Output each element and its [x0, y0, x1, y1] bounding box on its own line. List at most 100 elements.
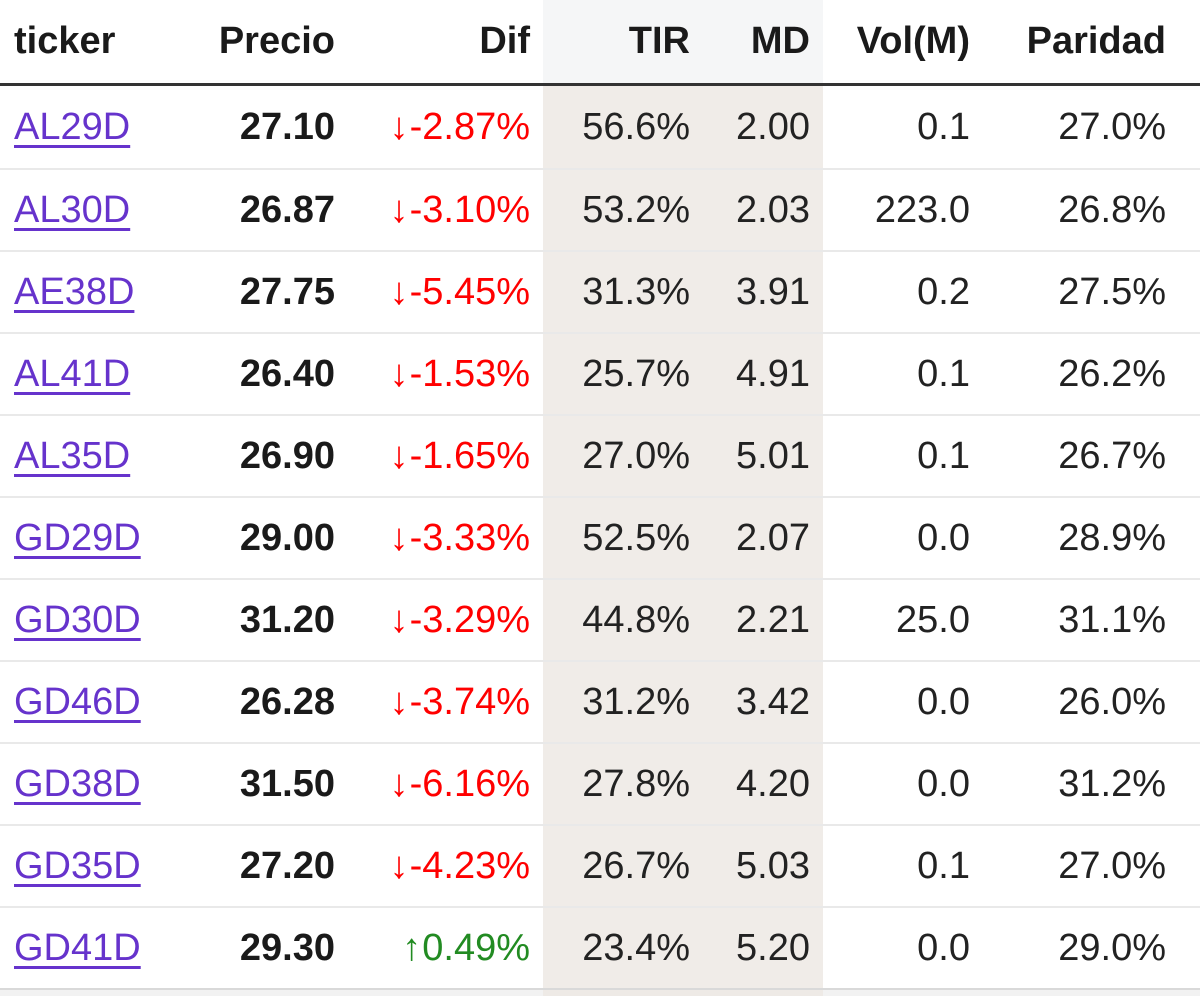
table-row: AE38D 27.75 ↓ -5.45% 31.3% 3.91 0.2 27.5% [0, 250, 1200, 332]
table-header-row: ticker Precio Dif TIR MD Vol(M) Paridad [0, 0, 1200, 86]
dif-value: ↓ -3.33% [389, 516, 530, 559]
md-value: 5.01 [703, 416, 823, 496]
tir-value: 56.6% [543, 86, 703, 168]
precio-value: 27.10 [239, 105, 335, 148]
tir-value: 53.2% [543, 170, 703, 250]
dif-value: ↓ -6.16% [389, 762, 530, 805]
table-row: GD38D 31.50 ↓ -6.16% 27.8% 4.20 0.0 31.2% [0, 742, 1200, 824]
tir-value: 27.0% [543, 416, 703, 496]
precio-value: 29.00 [239, 516, 335, 559]
precio-value: 31.20 [239, 598, 335, 641]
tir-value: 23.4% [543, 908, 703, 988]
dif-value: ↓ -3.74% [389, 680, 530, 723]
precio-value: 29.30 [239, 926, 335, 969]
precio-value: 27.75 [239, 270, 335, 313]
arrow-down-icon: ↓ [389, 352, 409, 395]
column-header-md: MD [703, 0, 823, 83]
ticker-link[interactable]: AL41D [14, 352, 131, 395]
paridad-value: 31.2% [1058, 762, 1166, 805]
dif-value: ↓ -5.45% [389, 270, 530, 313]
table-row: AL29D 27.10 ↓ -2.87% 56.6% 2.00 0.1 27.0% [0, 86, 1200, 168]
dif-value: ↓ -4.23% [389, 844, 530, 887]
md-value: 2.07 [703, 498, 823, 578]
paridad-value: 26.0% [1058, 680, 1166, 723]
table-row: GD46D 26.28 ↓ -3.74% 31.2% 3.42 0.0 26.0% [0, 660, 1200, 742]
arrow-down-icon: ↓ [389, 516, 409, 559]
vol-value: 0.1 [917, 352, 970, 395]
dif-value: ↓ -3.29% [389, 598, 530, 641]
paridad-value: 26.2% [1058, 352, 1166, 395]
arrow-up-icon: ↑ [402, 926, 422, 969]
paridad-value: 29.0% [1058, 926, 1166, 969]
precio-value: 26.40 [239, 352, 335, 395]
tir-value: 31.2% [543, 662, 703, 742]
dif-value: ↓ -2.87% [389, 105, 530, 148]
column-header-ticker: ticker [14, 20, 116, 62]
md-value: 5.03 [703, 826, 823, 906]
vol-value: 0.1 [917, 434, 970, 477]
table-row: GD41D 29.30 ↑ 0.49% 23.4% 5.20 0.0 29.0% [0, 906, 1200, 988]
arrow-down-icon: ↓ [389, 188, 409, 231]
ticker-link[interactable]: AL29D [14, 105, 131, 148]
table-body: AL29D 27.10 ↓ -2.87% 56.6% 2.00 0.1 27.0%… [0, 86, 1200, 988]
arrow-down-icon: ↓ [389, 105, 409, 148]
precio-value: 31.50 [239, 762, 335, 805]
vol-value: 0.1 [917, 105, 970, 148]
table-row: AL35D 26.90 ↓ -1.65% 27.0% 5.01 0.1 26.7% [0, 414, 1200, 496]
paridad-value: 27.0% [1058, 105, 1166, 148]
md-value: 3.42 [703, 662, 823, 742]
paridad-value: 27.5% [1058, 270, 1166, 313]
arrow-down-icon: ↓ [389, 270, 409, 313]
table-row: GD35D 27.20 ↓ -4.23% 26.7% 5.03 0.1 27.0% [0, 824, 1200, 906]
md-value: 4.91 [703, 334, 823, 414]
precio-value: 26.87 [239, 188, 335, 231]
ticker-link[interactable]: AE38D [14, 270, 135, 313]
vol-value: 0.0 [917, 516, 970, 559]
table-row: GD29D 29.00 ↓ -3.33% 52.5% 2.07 0.0 28.9% [0, 496, 1200, 578]
md-value: 2.03 [703, 170, 823, 250]
tir-value: 44.8% [543, 580, 703, 660]
tir-value: 31.3% [543, 252, 703, 332]
dif-value: ↑ 0.49% [402, 926, 530, 969]
md-value: 2.00 [703, 86, 823, 168]
vol-value: 0.2 [917, 270, 970, 313]
table-row: AL30D 26.87 ↓ -3.10% 53.2% 2.03 223.0 26.… [0, 168, 1200, 250]
tir-value: 27.8% [543, 744, 703, 824]
table-row: AL41D 26.40 ↓ -1.53% 25.7% 4.91 0.1 26.2% [0, 332, 1200, 414]
ticker-link[interactable]: GD38D [14, 762, 141, 805]
md-value: 2.21 [703, 580, 823, 660]
ticker-link[interactable]: AL30D [14, 188, 131, 231]
arrow-down-icon: ↓ [389, 434, 409, 477]
paridad-value: 27.0% [1058, 844, 1166, 887]
dif-value: ↓ -1.53% [389, 352, 530, 395]
ticker-link[interactable]: GD29D [14, 516, 141, 559]
column-header-vol: Vol(M) [856, 20, 970, 62]
paridad-value: 26.7% [1058, 434, 1166, 477]
dif-value: ↓ -3.10% [389, 188, 530, 231]
arrow-down-icon: ↓ [389, 598, 409, 641]
vol-value: 0.0 [917, 680, 970, 723]
ticker-link[interactable]: GD41D [14, 926, 141, 969]
vol-value: 0.1 [917, 844, 970, 887]
ticker-link[interactable]: GD46D [14, 680, 141, 723]
md-value: 4.20 [703, 744, 823, 824]
ticker-link[interactable]: AL35D [14, 434, 131, 477]
precio-value: 26.28 [239, 680, 335, 723]
table-row: GD30D 31.20 ↓ -3.29% 44.8% 2.21 25.0 31.1… [0, 578, 1200, 660]
arrow-down-icon: ↓ [389, 680, 409, 723]
paridad-value: 26.8% [1058, 188, 1166, 231]
vol-value: 0.0 [917, 762, 970, 805]
md-value: 5.20 [703, 908, 823, 988]
vol-value: 0.0 [917, 926, 970, 969]
dif-value: ↓ -1.65% [389, 434, 530, 477]
column-header-tir: TIR [543, 0, 703, 83]
paridad-value: 31.1% [1058, 598, 1166, 641]
precio-value: 26.90 [239, 434, 335, 477]
tir-value: 26.7% [543, 826, 703, 906]
column-header-precio: Precio [218, 20, 335, 62]
vol-value: 223.0 [874, 188, 970, 231]
paridad-value: 28.9% [1058, 516, 1166, 559]
ticker-link[interactable]: GD35D [14, 844, 141, 887]
ticker-link[interactable]: GD30D [14, 598, 141, 641]
